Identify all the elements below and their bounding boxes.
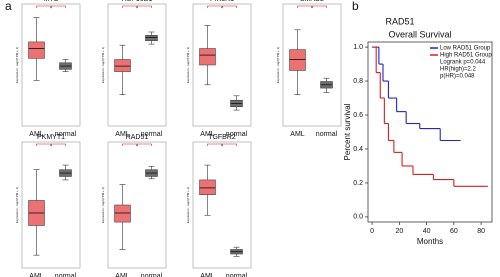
plot-frame (282, 3, 342, 127)
x-tick-label: normal (226, 273, 248, 277)
chart-title: SMAD2 (300, 0, 324, 3)
x-tick-label: AML (115, 273, 130, 277)
stat-annotation: Logrank p=0.044 (440, 60, 486, 66)
x-tick-label: normal (141, 131, 163, 138)
box (289, 49, 306, 71)
y-axis-label: Expression - log2(TPM + 1) (101, 47, 105, 84)
significance-mark: * (221, 7, 224, 13)
plot-frame (367, 41, 493, 223)
x-tick-label: normal (141, 273, 163, 277)
x-tick-label: AML (290, 131, 305, 138)
y-axis-label: Expression - log2(TPM + 1) (186, 47, 190, 84)
x-tick-label: normal (226, 131, 248, 138)
x-tick-label: AML (200, 273, 215, 277)
y-tick-label: 0.6 (353, 112, 363, 119)
y-axis-label: Expression - log2(TPM + 1) (15, 187, 19, 224)
x-tick-label: normal (55, 131, 77, 138)
legend-label: Low RAD51 Group (440, 46, 491, 52)
x-tick-label: 20 (395, 228, 403, 235)
stat-annotation: HR(high)=2.2 (440, 67, 477, 73)
significance-mark: * (50, 145, 53, 151)
y-axis-label: Expression - log2(TPM + 1) (186, 187, 190, 224)
box (145, 35, 158, 42)
x-axis-label: Months (417, 237, 443, 246)
box (28, 41, 45, 59)
significance-bracket (297, 5, 327, 8)
plot-frame (107, 3, 167, 127)
x-tick-label: AML (29, 273, 44, 277)
y-tick-label: 0.2 (353, 180, 363, 187)
x-tick-label: AML (115, 131, 130, 138)
y-tick-label: 0.8 (353, 78, 363, 85)
chart-title: RAD51 (126, 134, 149, 141)
y-tick-label: 0.4 (353, 146, 363, 153)
x-tick-label: 80 (477, 228, 485, 235)
y-tick-label: 0.0 (353, 214, 363, 221)
significance-mark: * (311, 7, 314, 13)
plot-frame (21, 141, 81, 269)
stat-annotation: p(HR)=0.048 (440, 74, 475, 80)
significance-mark: * (136, 145, 139, 151)
legend-label: High RAD51 Group (440, 53, 492, 59)
x-tick-label: 60 (450, 228, 458, 235)
chart-title: RAD51 (385, 16, 414, 26)
plot-frame (21, 3, 81, 127)
x-tick-label: normal (316, 131, 338, 138)
significance-bracket (122, 5, 152, 8)
chart-title: PKMYT1 (37, 134, 65, 141)
y-axis-label: Expression - log2(TPM + 1) (15, 47, 19, 84)
y-tick-label: 1.0 (353, 44, 363, 51)
chart-title: MYB (43, 0, 59, 3)
x-tick-label: AML (200, 131, 215, 138)
significance-bracket (207, 5, 237, 8)
panel-label: b (352, 0, 359, 13)
plot-frame (192, 3, 252, 127)
significance-mark: * (221, 145, 224, 151)
significance-mark: * (136, 7, 139, 13)
chart-title: PIK3R1 (210, 0, 234, 3)
chart-title: TGFBR2 (208, 134, 236, 141)
chart-title: HSP90B1 (122, 0, 153, 3)
significance-mark: * (50, 7, 53, 13)
chart-subtitle: Overall Survival (388, 29, 451, 39)
box (114, 59, 131, 72)
y-axis-label: Expression - log2(TPM + 1) (101, 187, 105, 224)
plot-frame (107, 141, 167, 269)
box (199, 48, 216, 66)
panel-label: a (5, 0, 12, 13)
significance-bracket (122, 143, 152, 146)
box (114, 204, 131, 223)
y-axis-label: Percent survival (343, 103, 352, 160)
x-tick-label: 0 (370, 228, 374, 235)
x-tick-label: 40 (423, 228, 431, 235)
x-tick-label: normal (55, 273, 77, 277)
box (199, 179, 216, 195)
significance-bracket (36, 5, 66, 8)
x-tick-label: AML (29, 131, 44, 138)
significance-bracket (36, 143, 66, 146)
y-axis-label: Expression - log2(TPM + 1) (276, 47, 280, 84)
plot-frame (192, 141, 252, 269)
significance-bracket (207, 143, 237, 146)
